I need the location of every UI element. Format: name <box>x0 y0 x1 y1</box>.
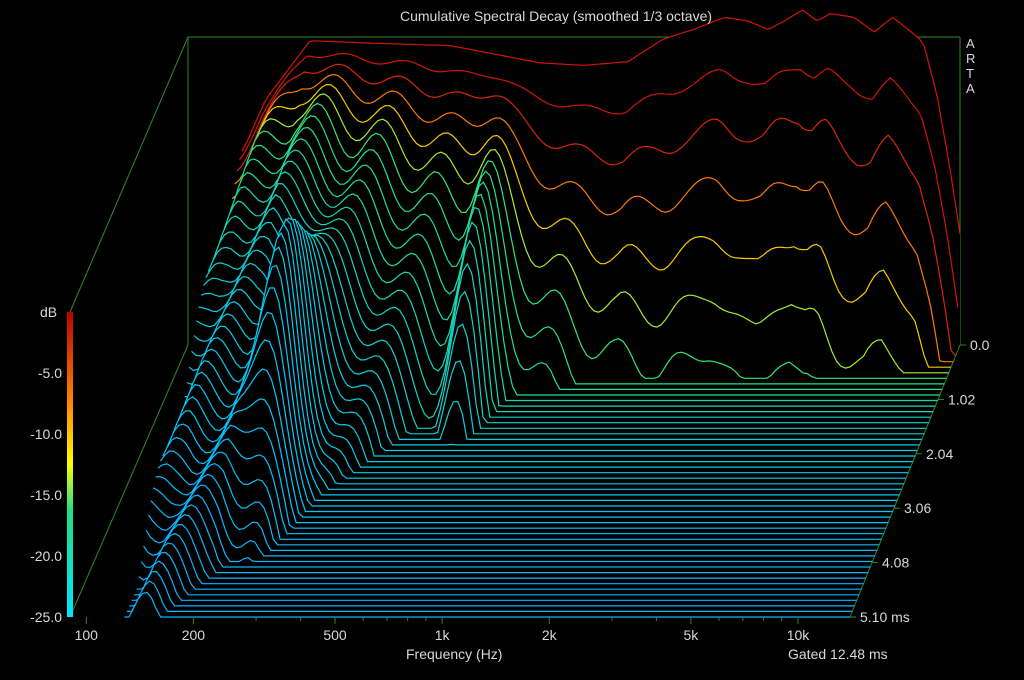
decay-slice <box>174 287 898 501</box>
decay-slice <box>179 246 902 490</box>
slice-mask <box>201 233 922 440</box>
decay-slice <box>140 523 866 579</box>
decay-slice <box>145 504 871 568</box>
x-tick-label: 5k <box>683 627 699 643</box>
decay-slice <box>239 52 959 308</box>
x-tick-label: 10k <box>787 627 811 643</box>
decay-slice <box>150 484 875 557</box>
x-tick-label: 1k <box>435 627 451 643</box>
decay-slice <box>219 138 940 396</box>
y-tick-label: -10.0 <box>30 426 62 442</box>
decay-slice <box>229 93 949 374</box>
brand-letter: T <box>966 66 974 81</box>
decay-slice <box>193 220 916 457</box>
decay-slice <box>134 551 859 596</box>
decay-slice <box>157 451 882 540</box>
time-tick-label: 3.06 <box>904 500 931 516</box>
x-axis-label: Frequency (Hz) <box>406 646 503 662</box>
decay-slice <box>152 473 877 551</box>
decay-slice <box>207 193 929 424</box>
decay-slice <box>131 560 857 601</box>
decay-slice <box>159 438 884 535</box>
decay-slice <box>191 218 913 463</box>
axes: 100 200 500 1k 2k 5k 10k -5.0 -10.0 -15.0 -20.0 -25… <box>30 337 990 643</box>
x-tick-label: 2k <box>542 627 558 643</box>
slice-mask <box>203 222 925 434</box>
decay-slice <box>129 570 855 607</box>
chart-title: Cumulative Spectral Decay (smoothed 1/3 … <box>400 8 713 24</box>
decay-slice <box>176 264 900 496</box>
time-tick-label: 5.10 ms <box>860 609 910 625</box>
x-tick-label: 500 <box>323 627 347 643</box>
time-tick-label: 1.02 <box>948 391 975 407</box>
decay-slice <box>241 9 961 235</box>
decay-slice <box>205 207 927 429</box>
decay-slice <box>222 126 942 390</box>
decay-slice <box>167 368 891 518</box>
brand-letter: A <box>966 36 975 51</box>
y-tick-label: -5.0 <box>38 365 62 381</box>
decay-slice <box>126 580 853 612</box>
brand-letter: R <box>966 51 976 66</box>
decay-slice <box>210 182 931 418</box>
decay-slice <box>186 217 909 474</box>
decay-slice <box>224 115 945 385</box>
decay-slice <box>212 171 934 413</box>
x-tick-label: 100 <box>75 627 99 643</box>
color-bar <box>67 312 73 617</box>
y-tick-label: -15.0 <box>30 487 62 503</box>
slice-mask <box>148 495 873 562</box>
decay-slices <box>124 9 961 618</box>
decay-slice <box>136 542 862 590</box>
decay-slice <box>162 424 886 529</box>
brand-letter: A <box>966 81 975 96</box>
decay-slice <box>124 591 850 618</box>
slice-mask <box>126 581 853 612</box>
decay-slice <box>143 514 868 574</box>
time-tick-label: 4.08 <box>882 555 909 571</box>
decay-slice <box>200 232 922 440</box>
gate-label: Gated 12.48 ms <box>788 646 888 662</box>
time-tick-label: 0.0 <box>970 337 990 353</box>
decay-slice <box>198 228 920 446</box>
x-tick-label: 200 <box>182 627 206 643</box>
y-axis-label: dB <box>40 304 58 320</box>
decay-slice <box>171 311 895 507</box>
decay-slice <box>181 232 904 485</box>
decay-slice <box>164 398 889 524</box>
y-tick-label: -20.0 <box>30 548 62 564</box>
decay-slice <box>214 160 936 407</box>
decay-slice <box>155 462 880 546</box>
y-tick-label: -25.0 <box>30 609 62 625</box>
decay-slice <box>188 217 911 468</box>
decay-slice <box>147 494 873 563</box>
decay-slice <box>226 102 947 379</box>
decay-slice <box>231 83 951 368</box>
decay-slice <box>234 73 954 363</box>
decay-slice <box>236 63 956 357</box>
decay-slice <box>195 224 918 452</box>
decay-slice <box>138 532 864 585</box>
decay-slice <box>217 149 938 402</box>
slice-mask <box>124 592 850 617</box>
decay-slice <box>169 339 893 513</box>
decay-slice <box>203 221 925 435</box>
time-tick-label: 2.04 <box>926 446 953 462</box>
decay-slice <box>184 222 907 479</box>
